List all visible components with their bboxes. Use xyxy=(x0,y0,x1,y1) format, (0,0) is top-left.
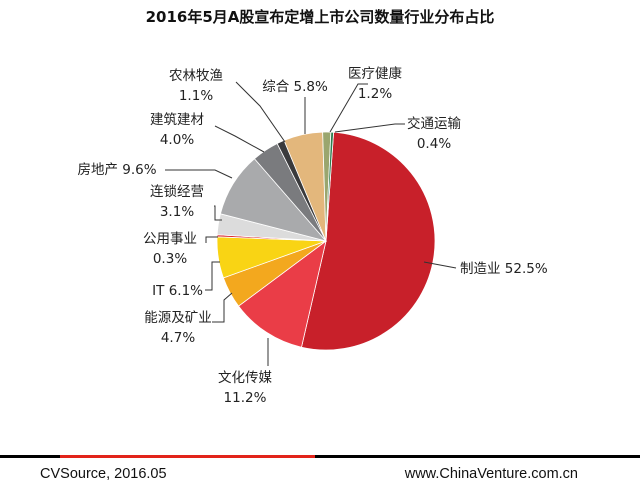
leader-line-9 xyxy=(235,81,286,143)
leader-line-5 xyxy=(205,236,218,243)
slice-label-10: 综合 5.8% xyxy=(262,79,328,95)
footer-website: www.ChinaVenture.com.cn xyxy=(404,466,578,482)
slice-label-8: 建筑建材 4.0% xyxy=(150,112,204,148)
slice-labels: 制造业 52.5% 文化传媒 11.2%能源及矿业 4.7% IT 6.1% 公用事业 0.… xyxy=(77,65,547,406)
slice-label-3: 能源及矿业 4.7% xyxy=(144,310,212,346)
slice-label-4: IT 6.1% xyxy=(152,283,203,299)
leader-line-4 xyxy=(205,261,220,291)
slice-label-9: 农林牧渔 1.1% xyxy=(169,68,223,104)
slice-label-5: 公用事业 0.3% xyxy=(143,231,197,267)
pie-slice-12 xyxy=(325,131,335,242)
leader-line-7 xyxy=(165,169,233,179)
pie-slice-2 xyxy=(238,240,327,348)
slice-label-11: 医疗健康 1.2% xyxy=(348,65,402,102)
leader-line-8 xyxy=(214,125,265,153)
slice-label-2: 文化传媒 11.2% xyxy=(218,370,272,406)
leader-line-11 xyxy=(329,83,368,133)
pie-chart: 制造业 52.5% 文化传媒 11.2%能源及矿业 4.7% IT 6.1% 公用事业 0.… xyxy=(77,65,547,406)
footer-source: CVSource, 2016.05 xyxy=(40,466,167,482)
chart-title: 2016年5月A股宣布定增上市公司数量行业分布占比 xyxy=(145,8,495,26)
footer-divider xyxy=(0,455,640,458)
slice-label-1: 制造业 52.5% xyxy=(460,261,548,277)
footer-divider-accent xyxy=(60,455,315,458)
leader-line-6 xyxy=(214,205,222,221)
slice-label-6: 连锁经营 3.1% xyxy=(150,184,204,220)
slice-label-12: 交通运输 0.4% xyxy=(407,115,461,152)
slice-label-7: 房地产 9.6% xyxy=(77,162,156,178)
leader-line-1 xyxy=(423,261,457,269)
pie-slice-1 xyxy=(301,131,436,351)
leader-line-3 xyxy=(212,292,233,323)
leader-line-12 xyxy=(334,123,405,133)
leader-lines xyxy=(165,81,457,366)
pie-slices xyxy=(216,131,436,351)
